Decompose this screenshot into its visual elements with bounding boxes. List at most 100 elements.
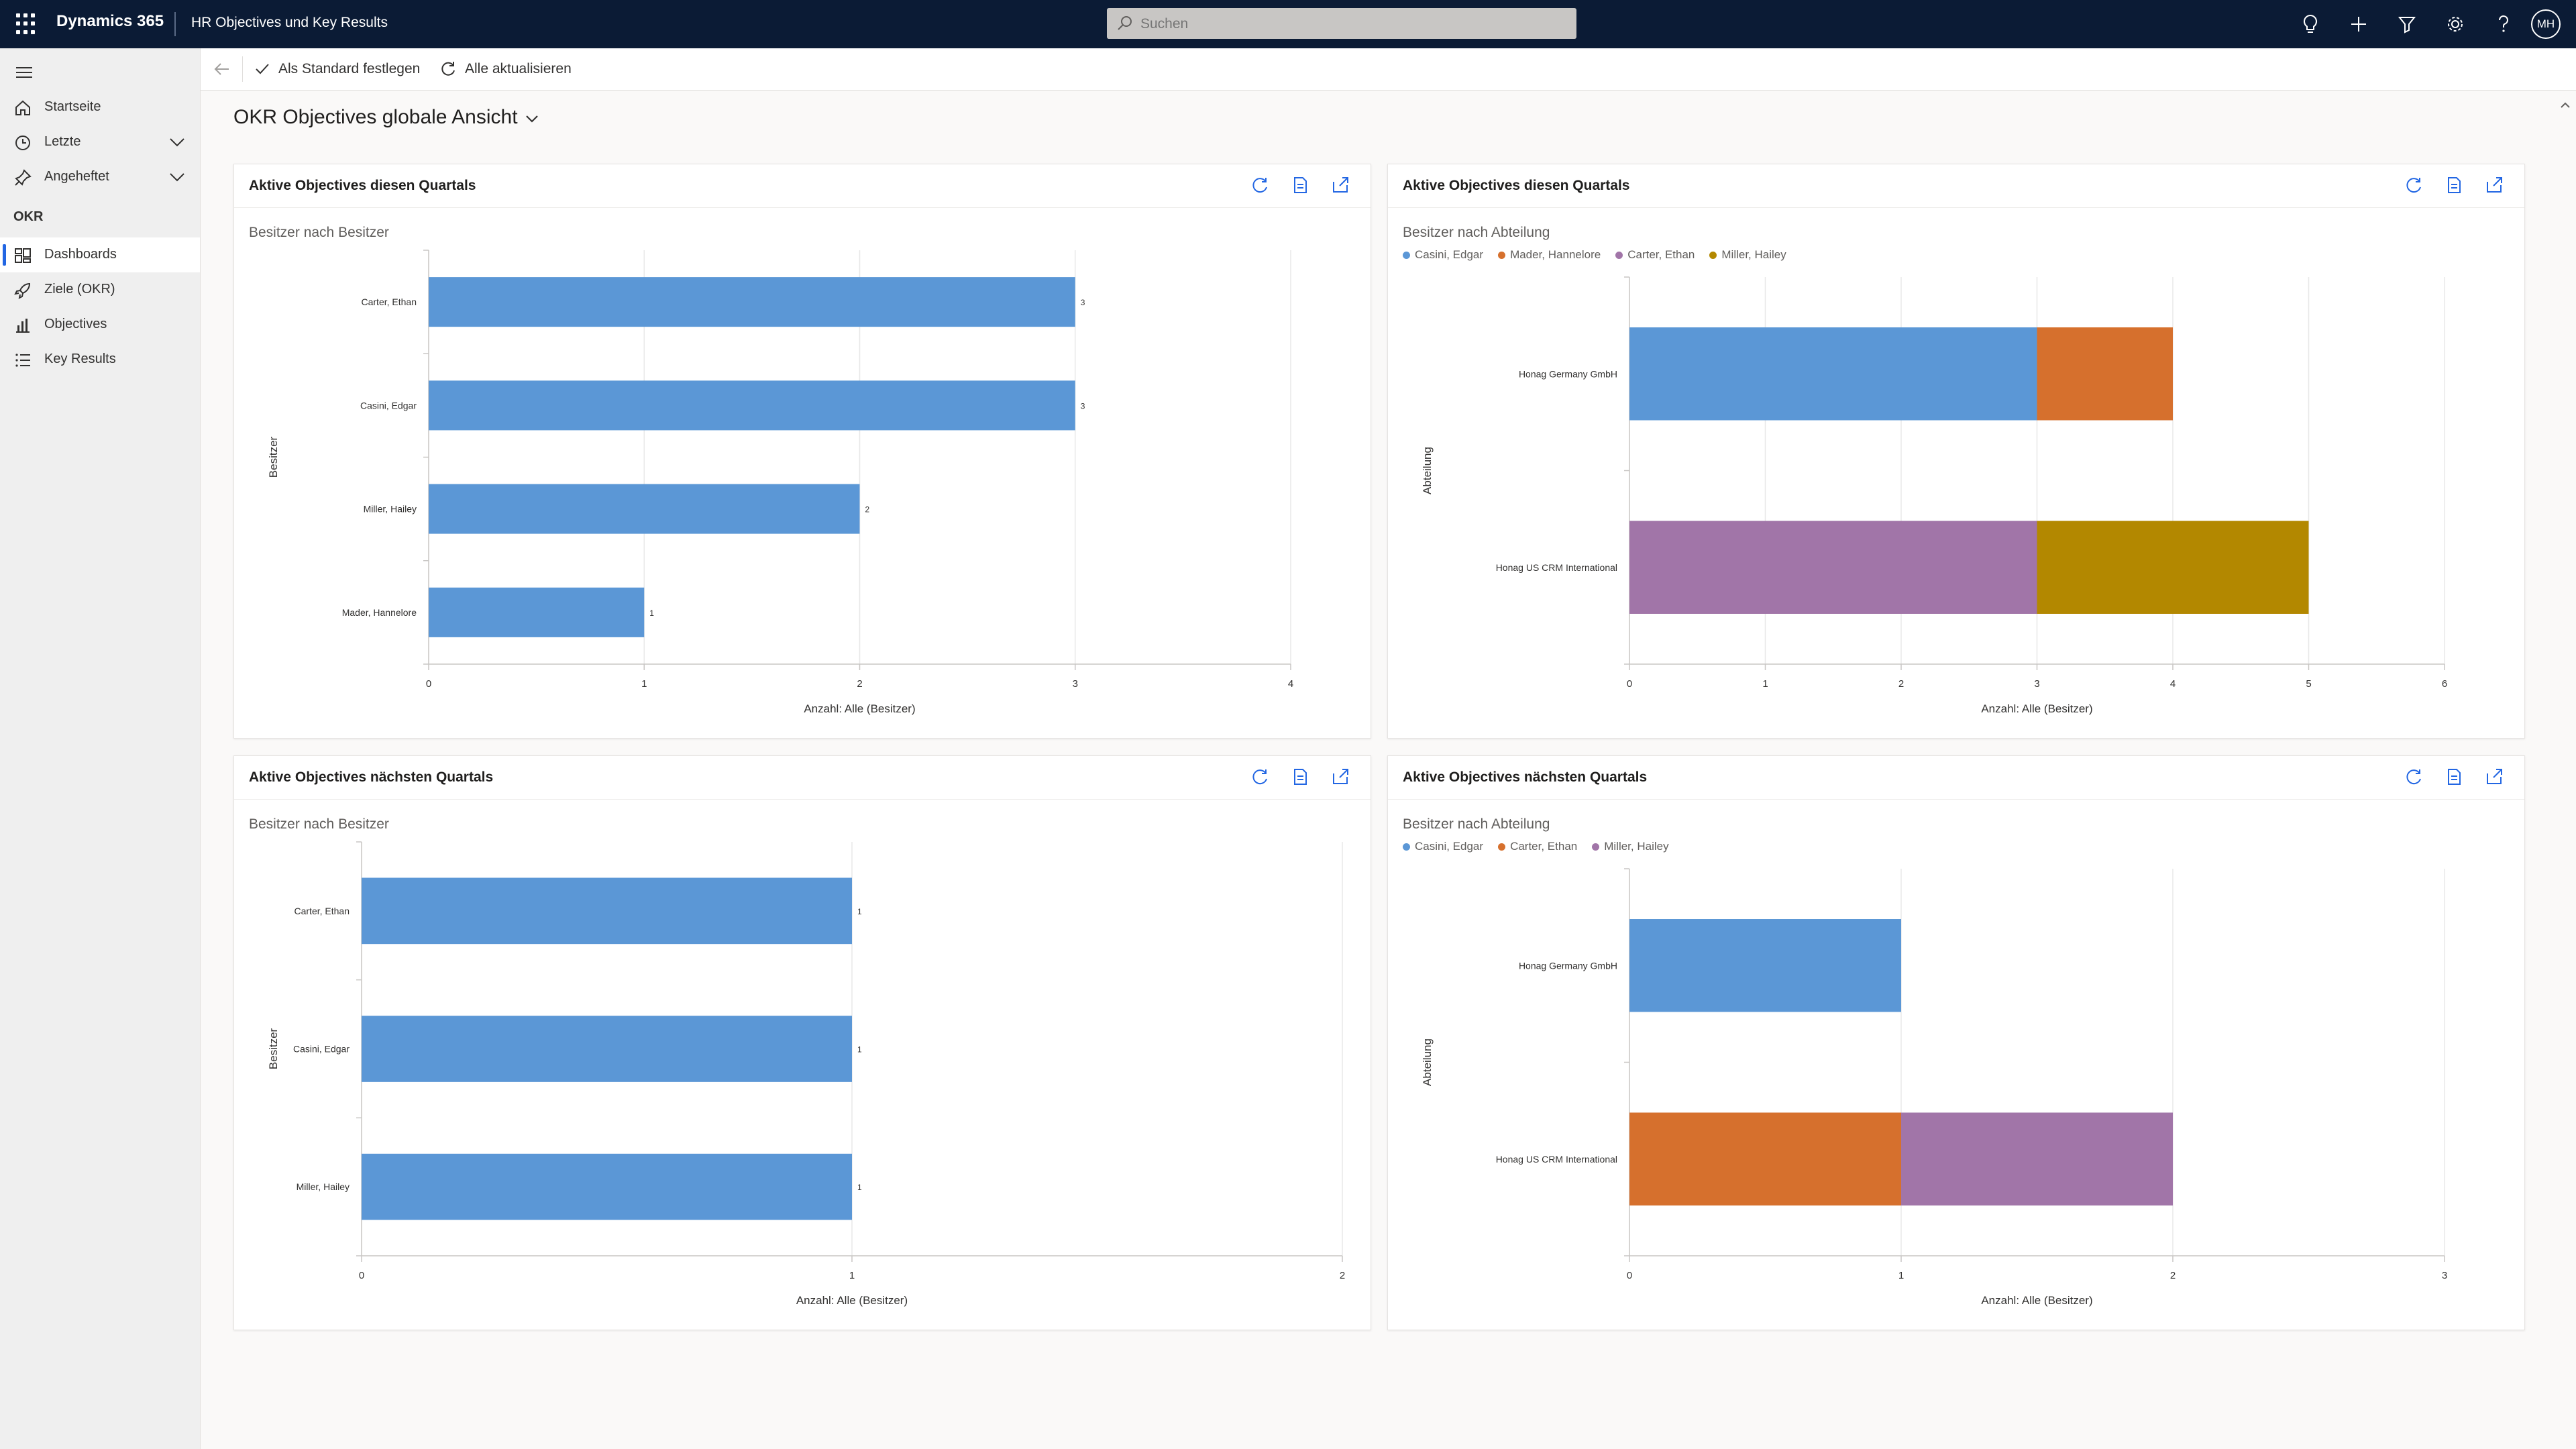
bar[interactable] <box>1629 327 2037 421</box>
lightbulb-icon[interactable] <box>2297 11 2324 38</box>
x-tick-label: 3 <box>1073 678 1078 690</box>
chart-subtitle: Besitzer nach Besitzer <box>249 816 389 832</box>
dashboard-selector-chevron-icon[interactable] <box>523 111 541 126</box>
expand-chart-icon[interactable] <box>2484 175 2504 195</box>
sidebar-item-angeheftet[interactable]: Angeheftet <box>0 160 200 195</box>
expand-chart-icon[interactable] <box>1330 175 1350 195</box>
y-category-label: Honag US CRM International <box>1496 562 1617 573</box>
card-divider <box>1388 207 2524 208</box>
bar[interactable] <box>429 380 1075 431</box>
view-records-icon[interactable] <box>1290 175 1310 195</box>
scrollbar[interactable] <box>2555 90 2576 1449</box>
x-axis-title: Anzahl: Alle (Besitzer) <box>1981 1294 2092 1307</box>
chevron-down-icon[interactable] <box>168 169 186 185</box>
app-launcher-icon[interactable] <box>16 13 38 35</box>
bar[interactable] <box>1629 919 1901 1012</box>
bar[interactable] <box>2037 327 2174 421</box>
x-tick-label: 4 <box>1288 678 1293 690</box>
sidebar-item-label: Letzte <box>44 134 81 149</box>
bar[interactable] <box>429 277 1075 327</box>
sidebar-item-label: Key Results <box>44 352 116 366</box>
card-toolbar <box>2404 767 2504 787</box>
set-default-button[interactable]: Als Standard festlegen <box>254 48 420 90</box>
refresh-icon[interactable] <box>2404 767 2424 787</box>
sidebar-item-ziele[interactable]: Ziele (OKR) <box>0 272 200 307</box>
bar[interactable] <box>1901 1112 2173 1205</box>
sidebar-item-objectives[interactable]: Objectives <box>0 307 200 342</box>
bar[interactable] <box>2037 521 2309 614</box>
settings-gear-icon[interactable] <box>2442 11 2469 38</box>
scroll-up-icon[interactable] <box>2555 90 2576 117</box>
y-category-label: Casini, Edgar <box>293 1044 350 1055</box>
data-label: 1 <box>857 907 862 916</box>
legend-item[interactable]: Casini, Edgar <box>1403 840 1483 853</box>
bar-chart: 0 1 2 3 Honag Germany GmbH Honag US CRM Inter… <box>1421 868 2447 1307</box>
search-input[interactable] <box>1139 8 1558 40</box>
bar[interactable] <box>362 877 852 945</box>
help-icon[interactable] <box>2490 11 2517 38</box>
view-records-icon[interactable] <box>2444 767 2464 787</box>
hamburger-menu-icon[interactable] <box>15 66 34 79</box>
card-title: Aktive Objectives nächsten Quartals <box>1403 769 1648 785</box>
bar[interactable] <box>1629 521 2037 614</box>
legend-item[interactable]: Miller, Hailey <box>1709 248 1786 262</box>
data-label: 3 <box>1081 401 1085 411</box>
legend-item[interactable]: Carter, Ethan <box>1615 248 1695 262</box>
card-toolbar <box>2404 175 2504 195</box>
bar[interactable] <box>362 1153 852 1220</box>
refresh-icon[interactable] <box>1250 175 1270 195</box>
y-category-label: Mader, Hannelore <box>342 607 417 618</box>
legend-label: Miller, Hailey <box>1604 840 1669 853</box>
refresh-icon[interactable] <box>2404 175 2424 195</box>
legend-label: Casini, Edgar <box>1415 840 1484 853</box>
sidebar-item-dashboards[interactable]: Dashboards <box>0 237 200 272</box>
legend-dot <box>1498 843 1506 851</box>
sidebar-item-startseite[interactable]: Startseite <box>0 90 200 125</box>
y-axis-title: Abteilung <box>1421 1038 1434 1086</box>
sidebar-item-letzte[interactable]: Letzte <box>0 125 200 160</box>
view-records-icon[interactable] <box>1290 767 1310 787</box>
legend-item[interactable]: Mader, Hannelore <box>1498 248 1601 262</box>
sidebar-item-key-results[interactable]: Key Results <box>0 342 200 377</box>
expand-chart-icon[interactable] <box>2484 767 2504 787</box>
chevron-down-icon[interactable] <box>168 134 186 150</box>
x-tick-label: 0 <box>426 678 431 690</box>
y-axis-title: Besitzer <box>267 436 280 478</box>
app-name[interactable]: HR Objectives und Key Results <box>191 15 388 30</box>
refresh-icon[interactable] <box>1250 767 1270 787</box>
bar[interactable] <box>1629 1112 1901 1205</box>
view-records-icon[interactable] <box>2444 175 2464 195</box>
expand-chart-icon[interactable] <box>1330 767 1350 787</box>
chart-card-department-next-quarter: Aktive Objectives nächsten Quartals Besit… <box>1387 755 2525 1330</box>
legend-item[interactable]: Casini, Edgar <box>1403 248 1483 262</box>
user-avatar[interactable]: MH <box>2531 9 2561 39</box>
bar[interactable] <box>362 1016 852 1082</box>
x-axis-title: Anzahl: Alle (Besitzer) <box>796 1294 908 1307</box>
sidebar-item-label: Ziele (OKR) <box>44 282 115 297</box>
brand-separator <box>174 12 176 36</box>
search-box[interactable] <box>1107 8 1576 40</box>
x-tick-label: 6 <box>2442 678 2447 690</box>
bar[interactable] <box>429 587 645 637</box>
card-title: Aktive Objectives nächsten Quartals <box>249 769 494 785</box>
bar-chart: 0 1 2 3 4 Carter, Ethan 3 Casini, Edgar 3 Miller,… <box>267 250 1293 715</box>
bar[interactable] <box>429 484 860 534</box>
plus-icon[interactable] <box>2345 11 2372 38</box>
set-default-label: Als Standard festlegen <box>278 61 421 76</box>
card-divider <box>234 207 1371 208</box>
filter-icon[interactable] <box>2394 11 2420 38</box>
page-title[interactable]: OKR Objectives globale Ansicht <box>233 106 518 128</box>
sidebar-item-label: Startseite <box>44 99 101 114</box>
brand-title[interactable]: Dynamics 365 <box>56 12 164 30</box>
pin-icon <box>15 169 32 186</box>
clock-icon <box>15 136 30 150</box>
bar-chart: 0 1 2 3 4 5 6 Honag Germany GmbH Honag US CRM In… <box>1421 276 2447 715</box>
refresh-all-button[interactable]: Alle aktualisieren <box>439 48 572 90</box>
sidebar-item-label: Objectives <box>44 317 107 331</box>
card-toolbar <box>1250 175 1350 195</box>
back-arrow-icon[interactable] <box>213 60 231 78</box>
legend-item[interactable]: Miller, Hailey <box>1592 840 1669 853</box>
bar-chart: 0 1 2 Carter, Ethan 1 Casini, Edgar 1 Miller, H… <box>267 841 1345 1307</box>
command-bar: Als Standard festlegen Alle aktualisiere… <box>201 48 2576 91</box>
legend-item[interactable]: Carter, Ethan <box>1498 840 1577 853</box>
